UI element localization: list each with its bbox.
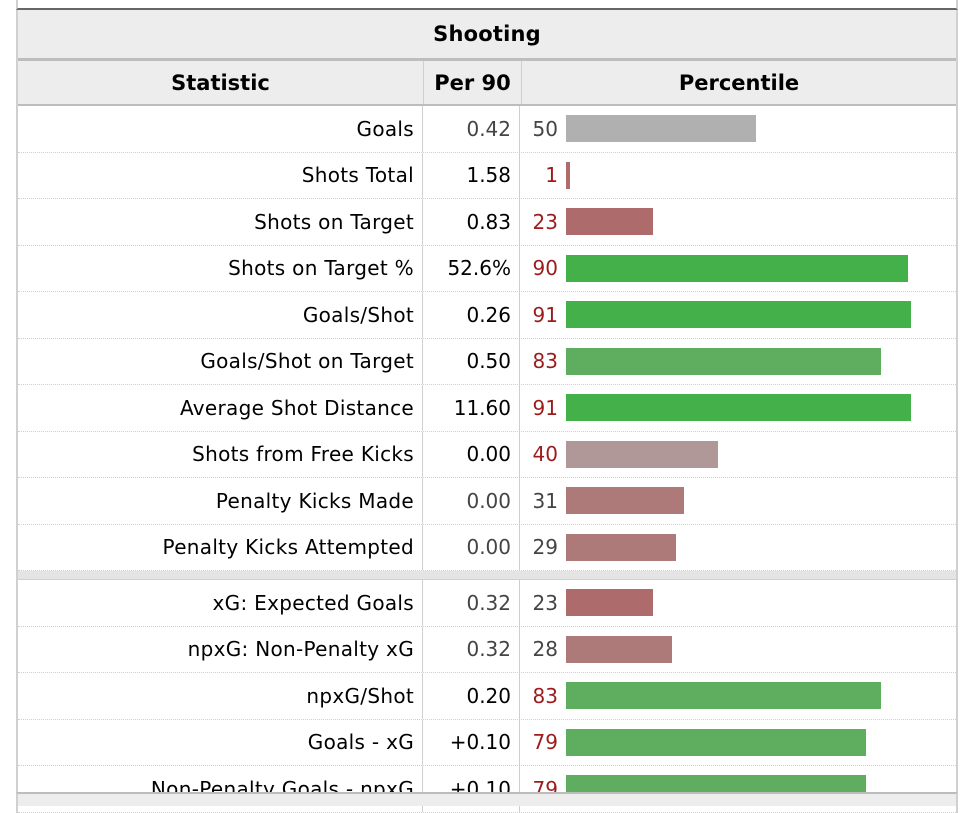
table-row: Penalty Kicks Attempted 0.00 29 <box>18 524 956 571</box>
percentile-cell: 23 <box>520 199 956 245</box>
percentile-cell: 31 <box>520 478 956 524</box>
per90-value: 11.60 <box>423 385 520 431</box>
percentile-value: 83 <box>532 683 558 708</box>
per90-value: 0.00 <box>423 524 520 570</box>
per90-value: 0.50 <box>423 338 520 384</box>
per90-value: 52.6% <box>423 245 520 291</box>
table-row: Goals 0.42 50 <box>18 106 956 153</box>
percentile-cell: 83 <box>520 673 956 719</box>
next-section-edge <box>16 792 958 806</box>
percentile-bar <box>566 254 908 282</box>
percentile-value: 1 <box>545 163 558 188</box>
per90-value: 0.00 <box>423 478 520 524</box>
per90-value: 0.20 <box>423 673 520 719</box>
table-row: xG: Expected Goals 0.32 23 <box>18 580 956 627</box>
stat-name[interactable]: Penalty Kicks Made <box>18 478 423 524</box>
per90-value: 1.58 <box>423 152 520 198</box>
percentile-value: 91 <box>532 302 558 327</box>
stat-name[interactable]: npxG/Shot <box>18 673 423 719</box>
percentile-bar <box>566 728 866 756</box>
stat-name[interactable]: Goals <box>18 106 423 152</box>
stat-name[interactable]: Goals - xG <box>18 719 423 765</box>
percentile-bar <box>566 301 911 329</box>
table-row: Average Shot Distance 11.60 91 <box>18 385 956 432</box>
shooting-stats-table: Shooting Statistic Per 90 Percentile Goa… <box>16 10 958 813</box>
percentile-bar <box>566 115 756 143</box>
stat-name[interactable]: Shots from Free Kicks <box>18 431 423 477</box>
percentile-value: 31 <box>532 488 558 513</box>
percentile-cell: 90 <box>520 246 956 292</box>
percentile-bar <box>566 161 570 189</box>
percentile-cell: 79 <box>520 720 956 766</box>
previous-section-edge <box>16 0 958 10</box>
table-row: Goals/Shot on Target 0.50 83 <box>18 338 956 385</box>
percentile-value: 23 <box>532 590 558 615</box>
percentile-value: 50 <box>532 116 558 141</box>
header-percentile[interactable]: Percentile <box>678 70 800 95</box>
table-row: Shots on Target % 52.6% 90 <box>18 245 956 292</box>
percentile-bar <box>566 208 653 236</box>
percentile-cell: 29 <box>520 525 956 571</box>
per90-value: 0.83 <box>423 199 520 245</box>
group-separator <box>18 571 956 580</box>
percentile-cell: 91 <box>520 385 956 431</box>
stat-name[interactable]: Penalty Kicks Attempted <box>18 524 423 570</box>
percentile-cell: 50 <box>520 106 956 152</box>
per90-value: 0.00 <box>423 431 520 477</box>
header-per90[interactable]: Per 90 <box>424 61 522 104</box>
percentile-value: 40 <box>532 442 558 467</box>
per90-value: 0.32 <box>423 626 520 672</box>
table-row: Goals/Shot 0.26 91 <box>18 292 956 339</box>
stat-name[interactable]: Shots on Target <box>18 199 423 245</box>
table-body: Goals 0.42 50 Shots Total 1.58 1 Shots on Targ… <box>18 106 956 813</box>
stat-name[interactable]: Shots Total <box>18 152 423 198</box>
stat-name[interactable]: Average Shot Distance <box>18 385 423 431</box>
table-row: Shots on Target 0.83 23 <box>18 199 956 246</box>
table-row: npxG/Shot 0.20 83 <box>18 673 956 720</box>
stat-name[interactable]: Shots on Target % <box>18 245 423 291</box>
table-row: Shots from Free Kicks 0.00 40 <box>18 431 956 478</box>
percentile-bar <box>566 347 881 375</box>
table-row: npxG: Non-Penalty xG 0.32 28 <box>18 626 956 673</box>
percentile-bar <box>566 589 653 617</box>
table-header-row: Statistic Per 90 Percentile <box>18 61 956 106</box>
header-statistic[interactable]: Statistic <box>18 61 424 104</box>
percentile-value: 79 <box>532 730 558 755</box>
table-row: Shots Total 1.58 1 <box>18 152 956 199</box>
percentile-value: 29 <box>532 535 558 560</box>
percentile-cell: 83 <box>520 339 956 385</box>
percentile-value: 23 <box>532 209 558 234</box>
stat-name[interactable]: xG: Expected Goals <box>18 580 423 626</box>
percentile-bar <box>566 487 684 515</box>
percentile-value: 90 <box>532 256 558 281</box>
percentile-value: 83 <box>532 349 558 374</box>
percentile-value: 28 <box>532 637 558 662</box>
per90-value: 0.26 <box>423 292 520 338</box>
section-title: Shooting <box>18 10 956 61</box>
percentile-cell: 1 <box>520 153 956 199</box>
percentile-bar <box>566 682 881 710</box>
stat-name[interactable]: npxG: Non-Penalty xG <box>18 626 423 672</box>
per90-value: +0.10 <box>423 719 520 765</box>
per90-value: 0.42 <box>423 106 520 152</box>
per90-value: 0.32 <box>423 580 520 626</box>
percentile-bar <box>566 394 911 422</box>
stat-name[interactable]: Goals/Shot <box>18 292 423 338</box>
percentile-cell: 40 <box>520 432 956 478</box>
percentile-bar <box>566 440 718 468</box>
percentile-cell: 28 <box>520 627 956 673</box>
percentile-cell: 91 <box>520 292 956 338</box>
table-row: Goals - xG +0.10 79 <box>18 719 956 766</box>
percentile-bar <box>566 635 672 663</box>
percentile-cell: 23 <box>520 580 956 626</box>
stat-name[interactable]: Goals/Shot on Target <box>18 338 423 384</box>
percentile-value: 91 <box>532 395 558 420</box>
table-row: Penalty Kicks Made 0.00 31 <box>18 478 956 525</box>
percentile-bar <box>566 533 676 561</box>
